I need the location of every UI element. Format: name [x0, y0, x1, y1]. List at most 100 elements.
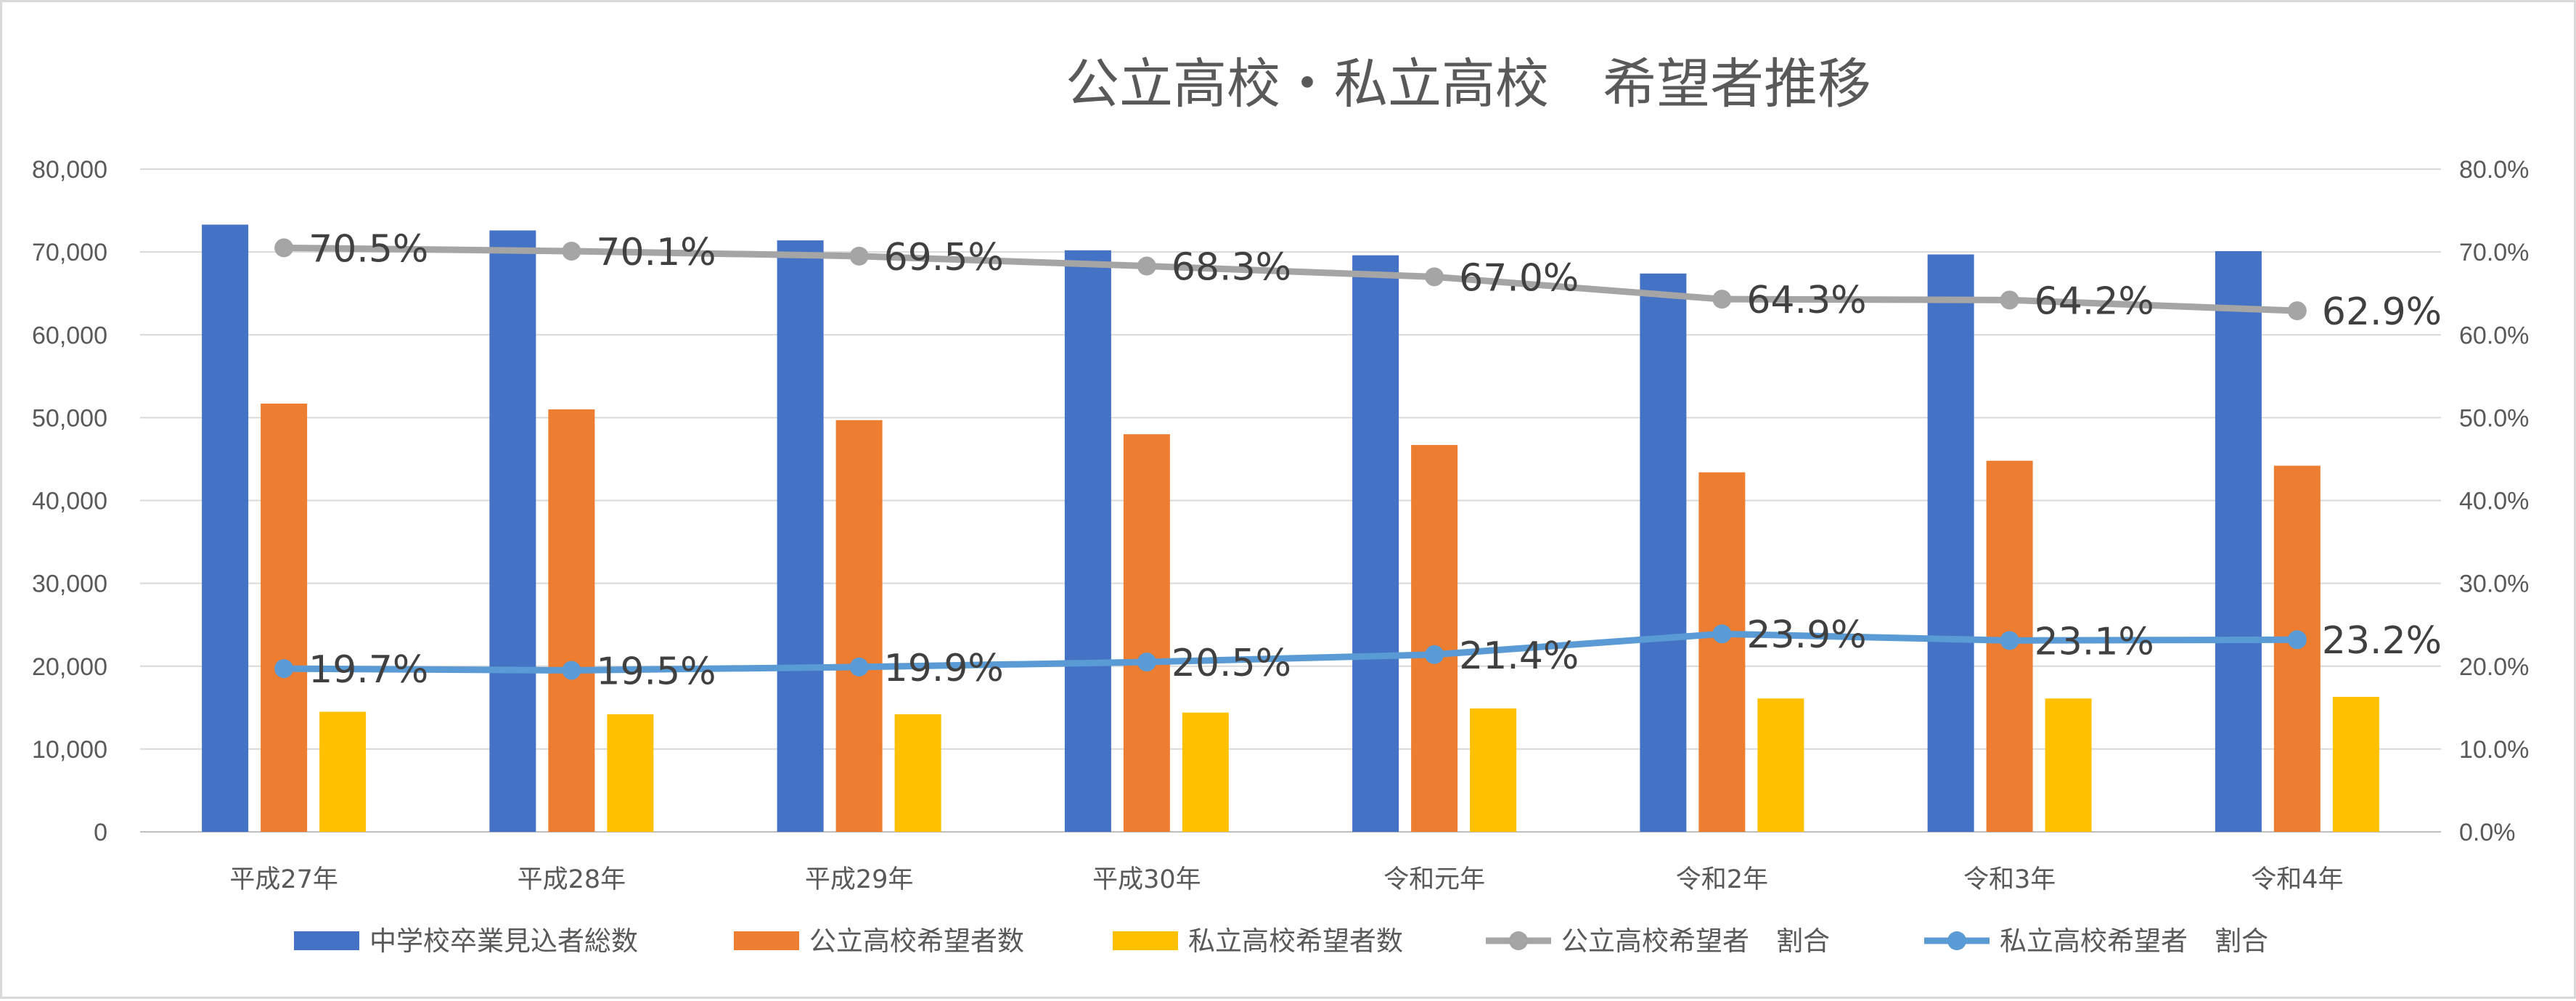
bar — [261, 403, 308, 832]
data-label: 21.4% — [1459, 634, 1579, 678]
y-axis-right: 0.0% 10.0% 20.0% 30.0% 40.0% 50.0% 60.0% 70.0% 8… — [2459, 156, 2529, 846]
y-axis-left: 0 10,000 20,000 30,000 40,000 50,000 60,000 70,… — [32, 156, 107, 846]
data-point — [1425, 645, 1444, 664]
data-label: 23.9% — [1746, 613, 1866, 657]
bar — [1411, 445, 1458, 832]
data-label: 19.9% — [884, 647, 1004, 690]
x-tick-label: 令和元年 — [1383, 865, 1485, 894]
y-left-tick-label: 0 — [94, 819, 107, 846]
bar — [1640, 273, 1687, 832]
y-left-tick-label: 20,000 — [32, 653, 107, 681]
bar — [1352, 255, 1399, 832]
x-tick-label: 令和4年 — [2251, 865, 2343, 894]
legend-swatch — [294, 931, 359, 950]
y-left-tick-label: 10,000 — [32, 736, 107, 764]
bar — [2045, 698, 2092, 832]
y-right-tick-label: 40.0% — [2459, 488, 2529, 515]
chart-title: 公立高校・私立高校 希望者推移 — [1066, 53, 1871, 115]
legend-label: 公立高校希望者数 — [809, 926, 1024, 957]
data-point — [1425, 267, 1444, 287]
bar — [1927, 254, 1974, 833]
bar — [607, 714, 654, 832]
series-line — [280, 630, 2301, 674]
data-point — [849, 657, 869, 677]
bar — [835, 420, 883, 832]
data-point — [274, 659, 294, 679]
legend-label: 公立高校希望者 割合 — [1561, 926, 1830, 957]
bar — [894, 714, 941, 832]
x-tick-label: 平成27年 — [229, 865, 338, 894]
data-label: 19.7% — [308, 648, 428, 692]
y-right-tick-label: 20.0% — [2459, 653, 2529, 681]
data-label: 23.1% — [2035, 620, 2154, 663]
x-tick-label: 平成30年 — [1092, 865, 1201, 894]
bar — [2332, 696, 2379, 832]
y-right-tick-label: 30.0% — [2459, 571, 2529, 598]
legend-swatch — [1113, 931, 1178, 950]
legend: 中学校卒業見込者総数 公立高校希望者数 私立高校希望者数 公立高校希望者 割合 私立高校… — [294, 926, 2268, 957]
data-label: 64.2% — [2035, 279, 2154, 323]
x-tick-label: 令和2年 — [1676, 865, 1768, 894]
y-left-tick-label: 50,000 — [32, 404, 107, 432]
data-label: 70.1% — [596, 231, 716, 274]
bar — [1470, 708, 1517, 832]
bar — [1064, 250, 1111, 832]
data-label: 67.0% — [1459, 256, 1579, 300]
bar — [1757, 698, 1804, 832]
y-left-tick-label: 30,000 — [32, 571, 107, 598]
x-tick-label: 令和3年 — [1963, 865, 2056, 894]
x-axis: 平成27年 平成28年 平成29年 平成30年 令和元年 令和2年 令和3年 令和4年 — [229, 865, 2343, 894]
y-left-tick-label: 60,000 — [32, 322, 107, 349]
y-right-tick-label: 70.0% — [2459, 239, 2529, 266]
bar — [548, 409, 595, 832]
data-point — [562, 661, 581, 680]
bar — [1123, 434, 1170, 832]
legend-marker — [1947, 931, 1966, 950]
bar — [1182, 712, 1229, 832]
data-point — [1137, 653, 1156, 672]
series-line — [280, 244, 2301, 314]
data-label: 23.2% — [2322, 619, 2442, 663]
bar — [1698, 472, 1746, 832]
legend-swatch — [734, 931, 799, 950]
data-point — [1712, 290, 1732, 309]
y-right-tick-label: 60.0% — [2459, 322, 2529, 349]
bar — [319, 711, 367, 832]
bars — [202, 224, 2379, 833]
data-label: 20.5% — [1172, 642, 1291, 685]
legend-marker — [1509, 931, 1528, 950]
x-tick-label: 平成29年 — [805, 865, 914, 894]
data-label: 68.3% — [1172, 246, 1291, 290]
data-point — [562, 241, 581, 261]
data-point — [2000, 631, 2019, 650]
legend-label: 私立高校希望者 割合 — [2000, 926, 2268, 957]
y-left-tick-label: 40,000 — [32, 488, 107, 515]
y-right-tick-label: 80.0% — [2459, 156, 2529, 184]
data-label: 64.3% — [1746, 279, 1866, 322]
bar — [489, 230, 536, 832]
y-right-tick-label: 50.0% — [2459, 404, 2529, 432]
data-point — [2287, 630, 2307, 650]
x-tick-label: 平成28年 — [518, 865, 626, 894]
lines: 70.5% 70.1% 69.5% 68.3% 67.0% 64.3% 64.2% 62.9%… — [274, 227, 2442, 693]
y-right-tick-label: 10.0% — [2459, 736, 2529, 764]
data-label: 19.5% — [596, 650, 716, 693]
data-point — [2287, 301, 2307, 321]
data-point — [1137, 256, 1156, 276]
y-right-tick-label: 0.0% — [2459, 819, 2516, 846]
y-left-tick-label: 70,000 — [32, 239, 107, 266]
y-left-tick-label: 80,000 — [32, 156, 107, 184]
data-point — [1712, 624, 1732, 644]
legend-label: 私立高校希望者数 — [1188, 926, 1403, 957]
data-point — [274, 238, 294, 258]
data-label: 70.5% — [308, 227, 428, 271]
bar — [2215, 250, 2262, 832]
data-label: 62.9% — [2322, 290, 2442, 334]
bar — [777, 240, 824, 833]
data-point — [2000, 290, 2019, 310]
data-label: 69.5% — [884, 236, 1004, 279]
data-point — [849, 246, 869, 266]
legend-label: 中学校卒業見込者総数 — [369, 926, 638, 957]
